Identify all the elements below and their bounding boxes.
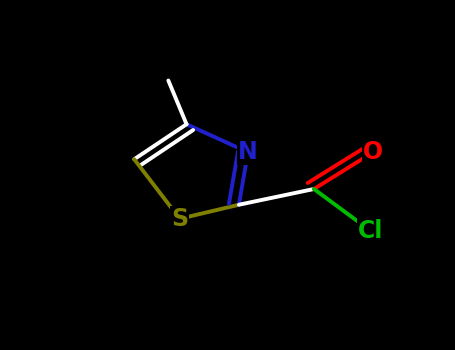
Text: S: S bbox=[171, 207, 188, 231]
Text: N: N bbox=[238, 140, 258, 164]
Text: O: O bbox=[363, 140, 383, 164]
Text: Cl: Cl bbox=[358, 219, 384, 243]
